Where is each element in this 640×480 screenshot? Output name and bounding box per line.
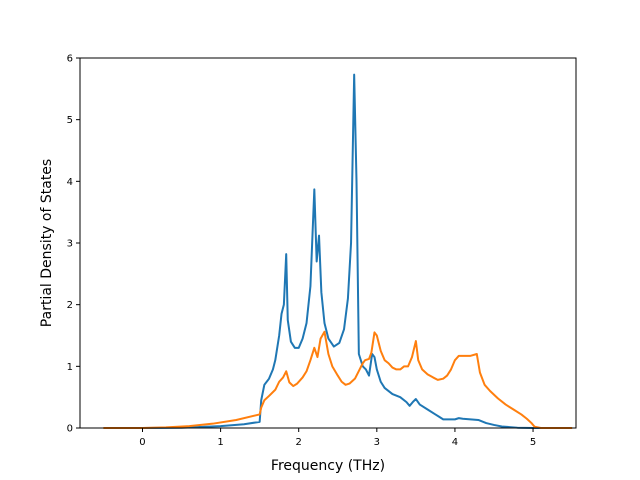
x-tick-label: 0 — [139, 437, 145, 448]
x-tick-label: 4 — [452, 437, 458, 448]
y-tick-label: 3 — [67, 239, 73, 250]
x-tick-label: 3 — [374, 437, 380, 448]
series-line-2 — [103, 330, 573, 429]
series-layer — [103, 73, 573, 429]
series-line-1 — [103, 73, 573, 429]
y-tick-label: 2 — [67, 300, 73, 311]
y-axis-ticks: 0 1 2 3 4 5 6 — [67, 54, 80, 435]
x-tick-label: 2 — [296, 437, 302, 448]
y-axis-label: Partial Density of States — [39, 159, 55, 327]
x-tick-label: 5 — [530, 437, 536, 448]
x-axis-label: Frequency (THz) — [271, 458, 385, 474]
y-tick-label: 1 — [67, 362, 73, 373]
y-tick-label: 0 — [67, 424, 73, 435]
x-axis-ticks: 0 1 2 3 4 5 — [139, 428, 536, 448]
y-tick-label: 6 — [67, 54, 73, 65]
y-tick-label: 4 — [67, 177, 73, 188]
x-tick-label: 1 — [217, 437, 223, 448]
y-tick-label: 5 — [67, 115, 73, 126]
